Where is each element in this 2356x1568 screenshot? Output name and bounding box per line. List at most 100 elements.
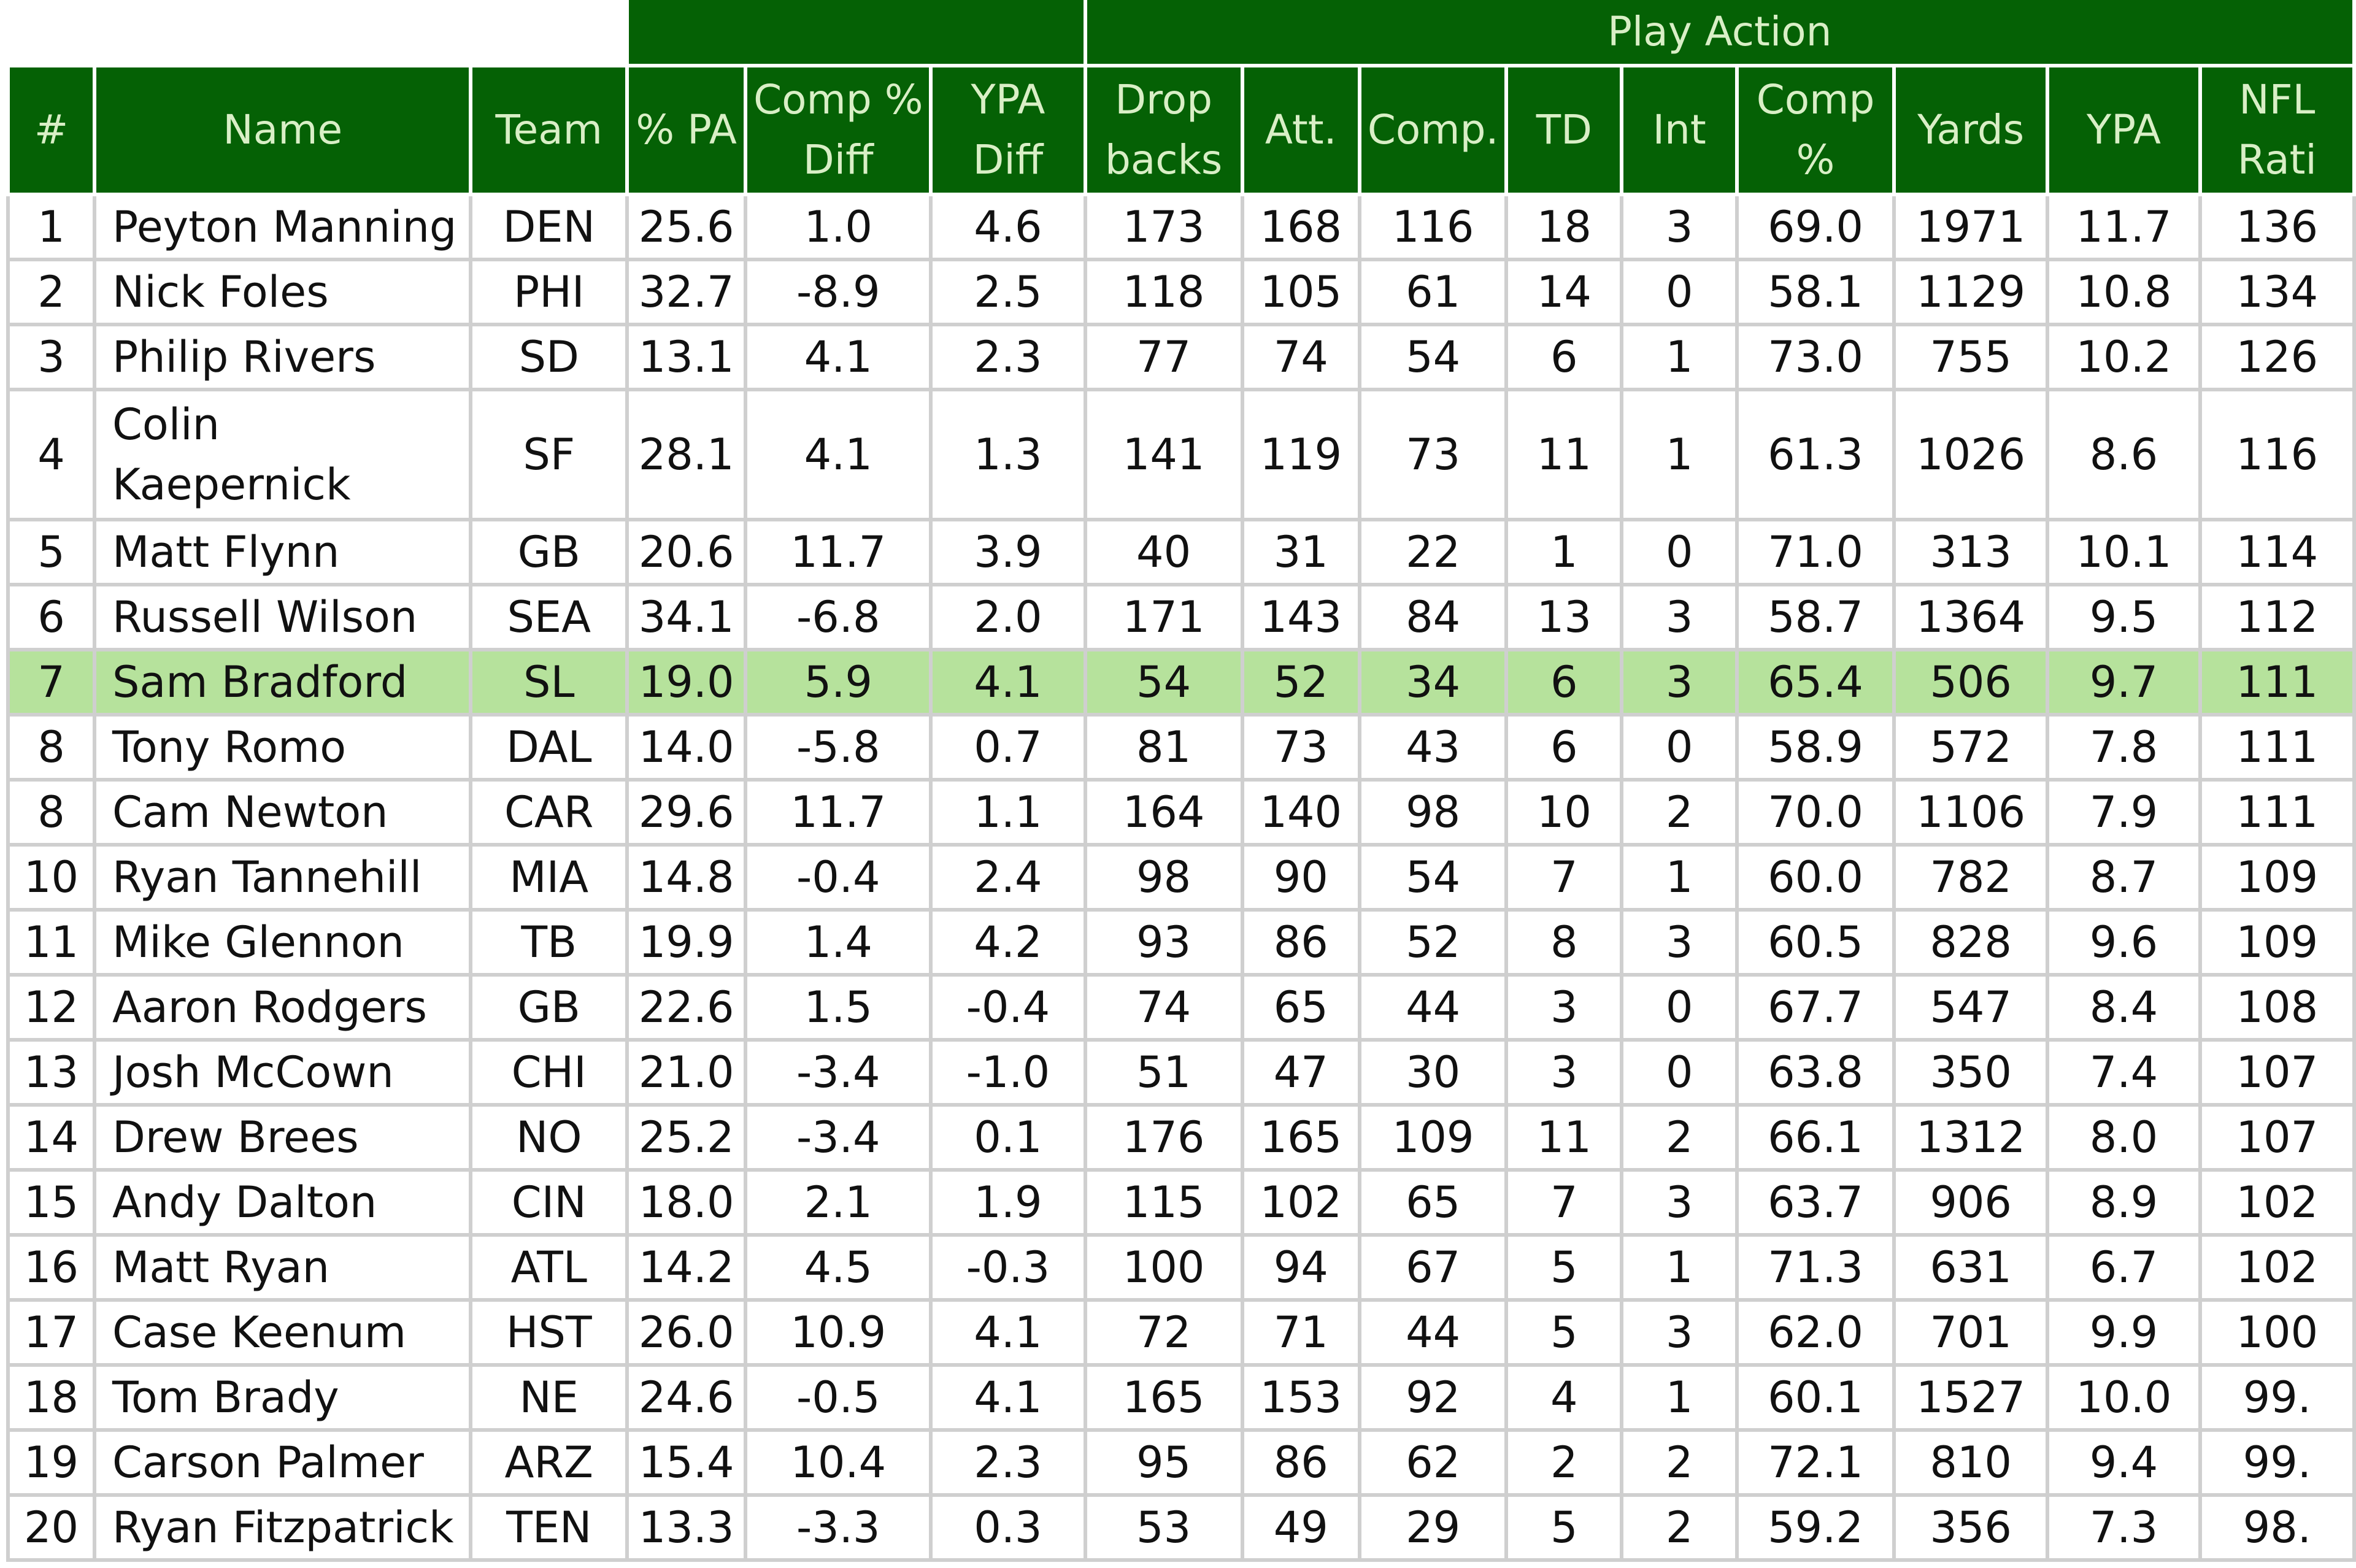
cell-int: 0 xyxy=(1623,977,1739,1042)
column-header[interactable]: Yards xyxy=(1896,67,2050,196)
column-header[interactable]: Int xyxy=(1623,67,1739,196)
cell-td: 11 xyxy=(1508,391,1624,521)
table-row[interactable]: 15 Andy Dalton CIN 18.0 2.1 1.9 115 102 65 7 3 63.7… xyxy=(6,1172,2356,1237)
cell-team: SEA xyxy=(472,586,629,651)
cell-rank: 18 xyxy=(6,1367,96,1432)
column-header[interactable]: Drop backs xyxy=(1087,67,1244,196)
cell-rating: 126 xyxy=(2201,326,2356,391)
table-row[interactable]: 7 Sam Bradford SL 19.0 5.9 4.1 54 52 34 6 3 65.4 506… xyxy=(6,651,2356,717)
table-row[interactable]: 1 Peyton Manning DEN 25.6 1.0 4.6 173 168 116 18 3… xyxy=(6,196,2356,261)
cell-rank: 8 xyxy=(6,717,96,782)
column-header[interactable]: TD xyxy=(1508,67,1624,196)
cell-ypa-diff: 4.1 xyxy=(933,1302,1087,1367)
table-row[interactable]: 5 Matt Flynn GB 20.6 11.7 3.9 40 31 22 1 0 71.0 313 1… xyxy=(6,521,2356,586)
column-header[interactable]: Comp % Diff xyxy=(747,67,933,196)
table-row[interactable]: 14 Drew Brees NO 25.2 -3.4 0.1 176 165 109 11 2 66.… xyxy=(6,1107,2356,1172)
cell-yards: 631 xyxy=(1896,1237,2050,1302)
column-header[interactable]: YPA xyxy=(2049,67,2202,196)
column-header[interactable]: Comp. xyxy=(1361,67,1509,196)
table-row[interactable]: 2 Nick Foles PHI 32.7 -8.9 2.5 118 105 61 14 0 58.1… xyxy=(6,261,2356,326)
cell-comp-pct: 59.2 xyxy=(1739,1497,1896,1562)
cell-pct-pa: 22.6 xyxy=(629,977,748,1042)
cell-yards: 755 xyxy=(1896,326,2050,391)
cell-yards: 350 xyxy=(1896,1042,2050,1107)
cell-ypa-diff: 2.0 xyxy=(933,586,1087,651)
cell-dropbacks: 74 xyxy=(1087,977,1244,1042)
table-row[interactable]: 10 Ryan Tannehill MIA 14.8 -0.4 2.4 98 90 54 7 1 60… xyxy=(6,847,2356,912)
cell-name: Case Keenum xyxy=(96,1302,473,1367)
cell-int: 3 xyxy=(1623,1172,1739,1237)
table-header: Play Action # Name Team% PA Comp % Diff YPA … xyxy=(6,0,2356,196)
cell-yards: 701 xyxy=(1896,1302,2050,1367)
cell-pct-pa: 14.8 xyxy=(629,847,748,912)
table-row[interactable]: 18 Tom Brady NE 24.6 -0.5 4.1 165 153 92 4 1 60.1 15… xyxy=(6,1367,2356,1432)
cell-dropbacks: 98 xyxy=(1087,847,1244,912)
cell-team: ATL xyxy=(472,1237,629,1302)
cell-name: Ryan Tannehill xyxy=(96,847,473,912)
cell-name: Matt Flynn xyxy=(96,521,473,586)
cell-dropbacks: 81 xyxy=(1087,717,1244,782)
cell-yards: 828 xyxy=(1896,912,2050,977)
cell-td: 5 xyxy=(1508,1302,1624,1367)
cell-comp-pct: 65.4 xyxy=(1739,651,1896,717)
table-row[interactable]: 12 Aaron Rodgers GB 22.6 1.5 -0.4 74 65 44 3 0 67.7… xyxy=(6,977,2356,1042)
cell-ypa: 8.4 xyxy=(2049,977,2202,1042)
table-row[interactable]: 13 Josh McCown CHI 21.0 -3.4 -1.0 51 47 30 3 0 63.8… xyxy=(6,1042,2356,1107)
column-header[interactable]: Att. xyxy=(1244,67,1361,196)
cell-int: 3 xyxy=(1623,196,1739,261)
table-row[interactable]: 16 Matt Ryan ATL 14.2 4.5 -0.3 100 94 67 5 1 71.3 63… xyxy=(6,1237,2356,1302)
cell-comp: 109 xyxy=(1361,1107,1509,1172)
column-header[interactable]: NFL Rati xyxy=(2201,67,2356,196)
cell-rank: 7 xyxy=(6,651,96,717)
cell-comp: 67 xyxy=(1361,1237,1509,1302)
cell-rating: 111 xyxy=(2201,651,2356,717)
cell-yards: 1971 xyxy=(1896,196,2050,261)
cell-comp-pct: 72.1 xyxy=(1739,1432,1896,1497)
table-row[interactable]: 11 Mike Glennon TB 19.9 1.4 4.2 93 86 52 8 3 60.5 82… xyxy=(6,912,2356,977)
cell-td: 6 xyxy=(1508,326,1624,391)
cell-team: CHI xyxy=(472,1042,629,1107)
table-row[interactable]: 19 Carson Palmer ARZ 15.4 10.4 2.3 95 86 62 2 2 72.… xyxy=(6,1432,2356,1497)
table-row[interactable]: 20 Ryan Fitzpatrick TEN 13.3 -3.3 0.3 53 49 29 5 2… xyxy=(6,1497,2356,1562)
cell-pct-pa: 18.0 xyxy=(629,1172,748,1237)
cell-ypa-diff: 0.1 xyxy=(933,1107,1087,1172)
cell-dropbacks: 95 xyxy=(1087,1432,1244,1497)
cell-ypa-diff: -0.3 xyxy=(933,1237,1087,1302)
cell-comp: 65 xyxy=(1361,1172,1509,1237)
cell-att: 31 xyxy=(1244,521,1361,586)
cell-att: 86 xyxy=(1244,912,1361,977)
table-row[interactable]: 4 Colin Kaepernick SF 28.1 4.1 1.3 141 119 73 11 1… xyxy=(6,391,2356,521)
cell-comp: 43 xyxy=(1361,717,1509,782)
cell-comp-pct: 70.0 xyxy=(1739,782,1896,847)
table-row[interactable]: 8 Tony Romo DAL 14.0 -5.8 0.7 81 73 43 6 0 58.9 572 7… xyxy=(6,717,2356,782)
column-header[interactable]: Name xyxy=(96,67,473,196)
table-row[interactable]: 8 Cam Newton CAR 29.6 11.7 1.1 164 140 98 10 2 70.0… xyxy=(6,782,2356,847)
cell-comp-diff: -6.8 xyxy=(747,586,933,651)
cell-int: 1 xyxy=(1623,847,1739,912)
cell-rank: 11 xyxy=(6,912,96,977)
cell-int: 1 xyxy=(1623,326,1739,391)
cell-ypa-diff: 0.3 xyxy=(933,1497,1087,1562)
column-header[interactable]: % PA xyxy=(629,67,748,196)
table-row[interactable]: 6 Russell Wilson SEA 34.1 -6.8 2.0 171 143 84 13 3… xyxy=(6,586,2356,651)
column-header[interactable]: Team xyxy=(472,67,629,196)
column-header[interactable]: YPA Diff xyxy=(933,67,1087,196)
cell-att: 71 xyxy=(1244,1302,1361,1367)
table-row[interactable]: 17 Case Keenum HST 26.0 10.9 4.1 72 71 44 5 3 62.0 7… xyxy=(6,1302,2356,1367)
column-header[interactable]: # xyxy=(6,67,96,196)
cell-rating: 116 xyxy=(2201,391,2356,521)
cell-att: 105 xyxy=(1244,261,1361,326)
table-row[interactable]: 3 Philip Rivers SD 13.1 4.1 2.3 77 74 54 6 1 73.0 75… xyxy=(6,326,2356,391)
cell-att: 102 xyxy=(1244,1172,1361,1237)
cell-comp-pct: 66.1 xyxy=(1739,1107,1896,1172)
cell-comp-pct: 60.1 xyxy=(1739,1367,1896,1432)
cell-int: 0 xyxy=(1623,717,1739,782)
column-header[interactable]: Comp % xyxy=(1739,67,1896,196)
cell-td: 18 xyxy=(1508,196,1624,261)
cell-pct-pa: 24.6 xyxy=(629,1367,748,1432)
cell-pct-pa: 14.0 xyxy=(629,717,748,782)
cell-rating: 100 xyxy=(2201,1302,2356,1367)
cell-comp: 98 xyxy=(1361,782,1509,847)
cell-comp-diff: -3.4 xyxy=(747,1107,933,1172)
cell-int: 1 xyxy=(1623,1237,1739,1302)
